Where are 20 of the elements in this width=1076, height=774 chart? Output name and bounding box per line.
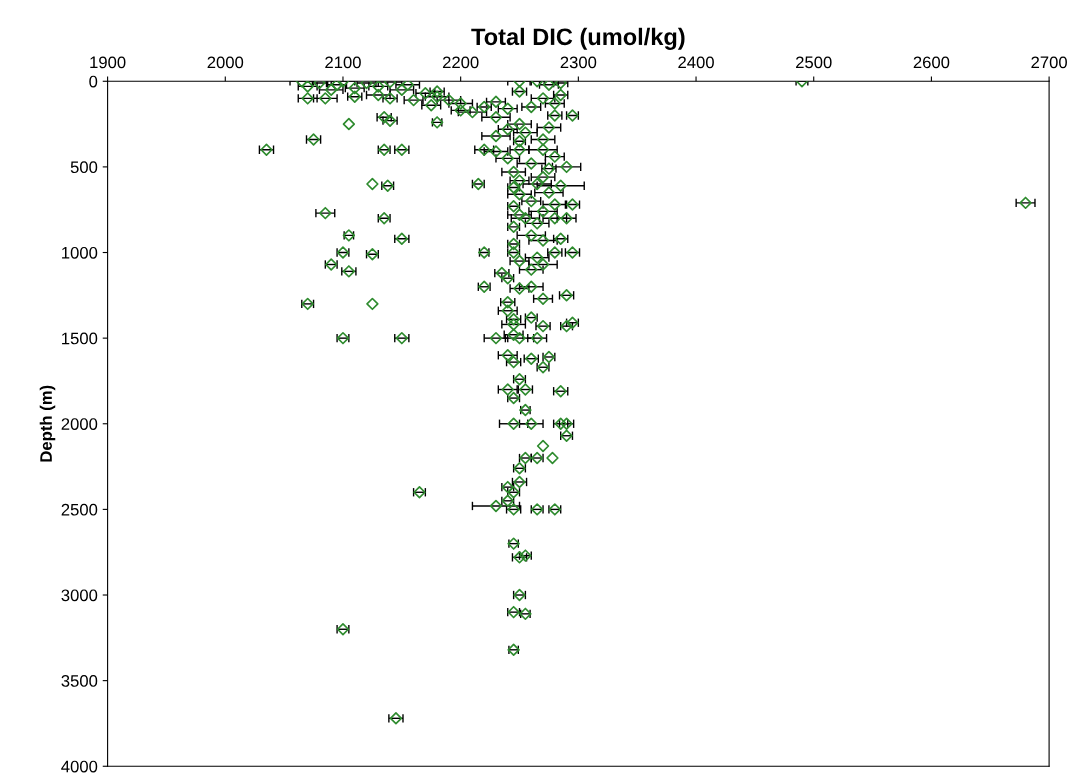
x-tick-label: 2200: [442, 56, 479, 69]
x-tick-label: 1900: [90, 56, 126, 69]
y-tick-label: 4000: [61, 760, 98, 773]
y-tick-label: 1000: [62, 246, 98, 259]
x-tick-label: 2600: [913, 56, 950, 69]
y-tick-label: 500: [70, 161, 98, 174]
x-axis-title: Total DIC (umol/kg): [471, 27, 685, 50]
y-tick-label: 3500: [61, 675, 98, 687]
y-tick-label: 2000: [61, 418, 98, 430]
x-tick-label: 2400: [678, 56, 714, 69]
y-axis-title: Depth (m): [39, 385, 56, 462]
x-tick-label: 2700: [1031, 56, 1067, 69]
x-tick-label: 2000: [207, 56, 244, 69]
x-tick-label: 2500: [796, 56, 832, 69]
x-tick-label: 2100: [325, 56, 361, 69]
y-tick-label: 0: [89, 75, 98, 88]
x-tick-label: 2300: [560, 56, 597, 69]
y-tick-label: 1500: [62, 332, 98, 345]
y-tick-label: 2500: [61, 503, 98, 516]
y-tick-label: 3000: [61, 589, 98, 602]
